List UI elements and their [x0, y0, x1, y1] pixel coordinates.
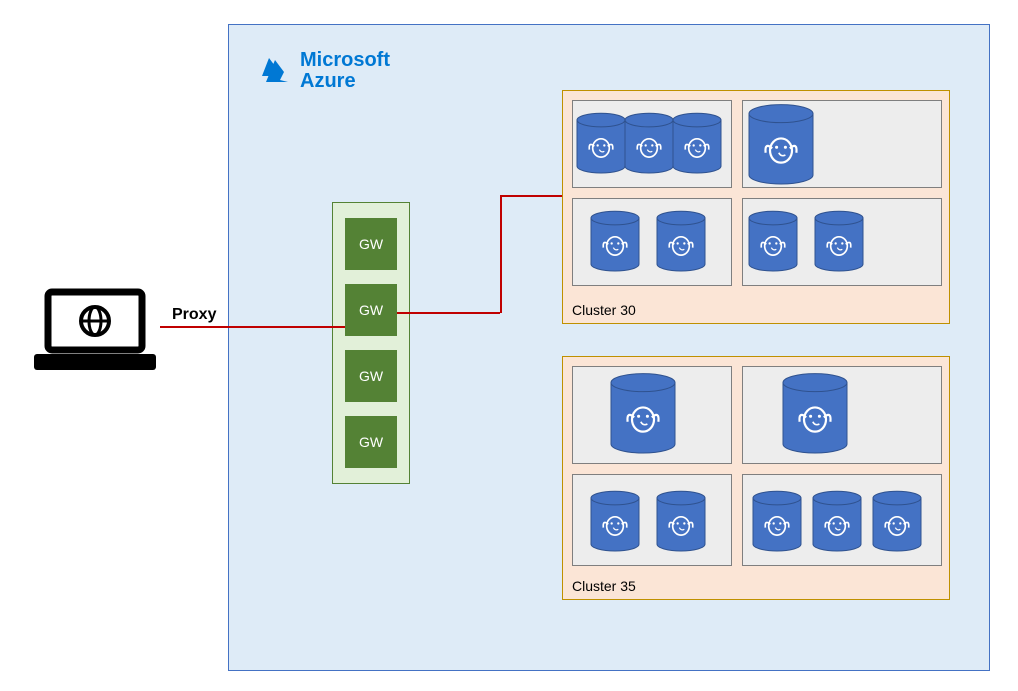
- diagram-stage: Microsoft Azure Proxy GW GW GW GW Cluster 30: [0, 0, 1018, 691]
- database-icon: [590, 490, 640, 552]
- gateway-node: GW: [345, 350, 397, 402]
- connection-line: [160, 326, 345, 328]
- gateway-node: GW: [345, 416, 397, 468]
- gateway-node: GW: [345, 218, 397, 270]
- database-icon: [814, 210, 864, 272]
- database-icon: [610, 372, 676, 454]
- database-icon: [672, 112, 722, 174]
- database-icon: [576, 112, 626, 174]
- azure-logo-text2: Azure: [300, 71, 390, 92]
- database-icon: [748, 103, 814, 185]
- azure-logo: Microsoft Azure: [258, 50, 390, 92]
- database-icon: [656, 490, 706, 552]
- connection-line: [397, 312, 500, 314]
- azure-icon: [258, 54, 292, 88]
- database-icon: [752, 490, 802, 552]
- database-icon: [782, 372, 848, 454]
- database-icon: [872, 490, 922, 552]
- database-icon: [656, 210, 706, 272]
- cluster-label: Cluster 30: [572, 302, 636, 318]
- connection-line: [500, 196, 502, 313]
- azure-logo-text1: Microsoft: [300, 50, 390, 71]
- cluster-label: Cluster 35: [572, 578, 636, 594]
- database-icon: [624, 112, 674, 174]
- proxy-label: Proxy: [172, 306, 216, 324]
- gateway-node: GW: [345, 284, 397, 336]
- database-icon: [812, 490, 862, 552]
- database-icon: [748, 210, 798, 272]
- client-laptop-icon: [30, 288, 160, 374]
- database-icon: [590, 210, 640, 272]
